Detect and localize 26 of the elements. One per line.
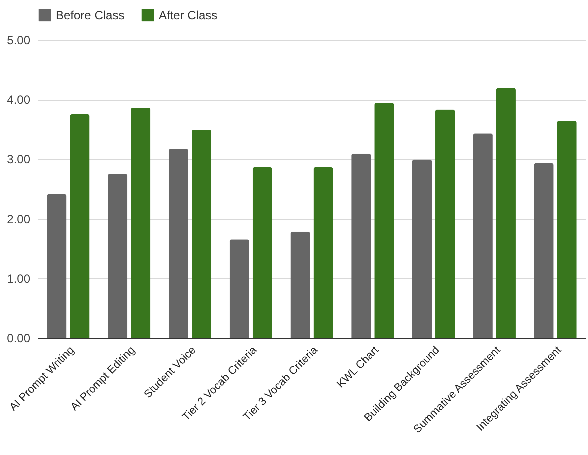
bar — [314, 168, 334, 338]
bar — [374, 103, 394, 338]
bar — [70, 114, 90, 338]
bar — [290, 232, 310, 338]
y-tick-label: 4.00 — [7, 93, 31, 108]
y-tick-label: 5.00 — [7, 34, 31, 48]
legend-label: Before Class — [56, 8, 125, 22]
y-tick-label: 3.00 — [7, 152, 31, 167]
bar — [131, 108, 151, 338]
bar — [230, 240, 250, 338]
bar — [47, 194, 67, 338]
y-tick-label: 2.00 — [7, 212, 31, 226]
bar — [436, 110, 456, 338]
bar — [496, 88, 516, 338]
bar — [168, 149, 188, 338]
legend-label: After Class — [159, 8, 218, 22]
bar — [412, 160, 432, 338]
bar — [557, 121, 577, 338]
bar — [352, 154, 372, 338]
bar — [534, 163, 554, 338]
bar — [252, 168, 272, 338]
bar — [473, 134, 493, 338]
y-tick-label: 0.00 — [7, 332, 31, 346]
bar — [192, 130, 212, 338]
y-tick-label: 1.00 — [7, 272, 31, 286]
bar — [108, 174, 128, 338]
